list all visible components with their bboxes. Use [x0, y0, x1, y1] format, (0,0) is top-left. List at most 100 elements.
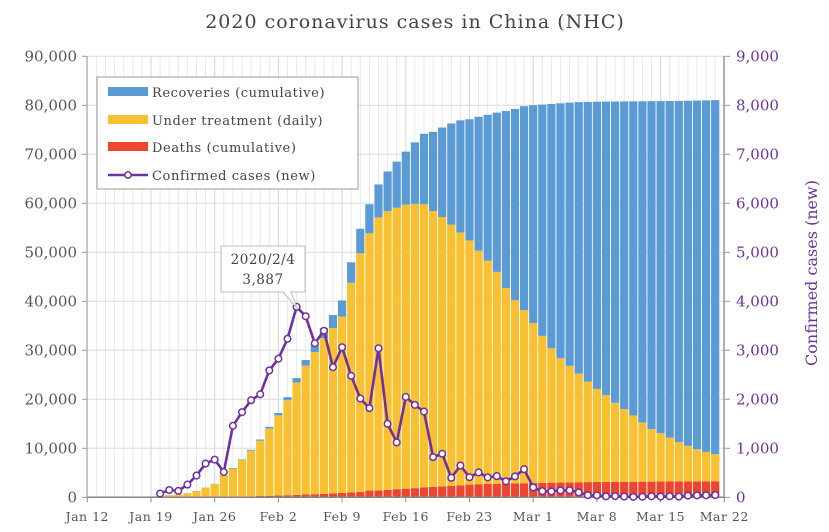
bar-deaths [647, 481, 656, 498]
bar-recoveries [347, 262, 356, 283]
y2-tick-label: 2,000 [736, 390, 779, 408]
bar-recoveries [274, 412, 283, 416]
confirmed-new-point [510, 472, 520, 481]
legend-label-confirmed-new: Confirmed cases (new) [152, 169, 316, 184]
confirmed-new-point [665, 492, 674, 501]
bar-under-treatment [192, 491, 201, 498]
bar-under-treatment [283, 400, 292, 496]
y-ticks-left: 0 10,000 20,000 30,000 40,000 50,000 60,000 70,… [25, 47, 87, 506]
confirmed-new-point [529, 483, 538, 492]
bar-recoveries [592, 101, 601, 389]
bar-recoveries [228, 468, 237, 469]
bar-deaths [383, 489, 392, 498]
confirmed-new-point [592, 491, 601, 500]
confirmed-new-point [319, 326, 328, 335]
bar-deaths [638, 481, 647, 498]
bar-recoveries [465, 119, 474, 241]
bar-deaths [310, 494, 319, 498]
bar-under-treatment [538, 335, 547, 483]
bar-under-treatment [456, 232, 465, 486]
confirmed-new-point [210, 455, 219, 464]
bar-under-treatment [265, 428, 274, 496]
confirmed-new-point [237, 408, 247, 417]
y2-tick-label: 6,000 [736, 194, 779, 212]
confirmed-new-point [310, 339, 319, 348]
bar-under-treatment [347, 282, 356, 493]
y2-tick-label: 4,000 [736, 292, 779, 310]
bar-under-treatment [556, 358, 565, 483]
bar-recoveries [583, 101, 592, 382]
confirmed-new-point [401, 392, 410, 401]
bar-recoveries [674, 100, 683, 442]
confirmed-new-point [647, 492, 656, 501]
confirmed-new-point [228, 421, 237, 430]
bar-under-treatment [292, 382, 301, 495]
annotation-pointer [282, 291, 298, 309]
y-tick-label: 10,000 [25, 439, 78, 457]
bar-under-treatment [656, 433, 665, 482]
confirmed-new-point [429, 453, 438, 462]
bar-deaths [283, 495, 292, 498]
bar-under-treatment [620, 409, 629, 482]
confirmed-new-point [638, 492, 647, 501]
confirmed-new-point [629, 492, 638, 501]
confirmed-new-point [474, 468, 483, 477]
bar-recoveries [374, 184, 383, 218]
confirmed-new-point [347, 371, 356, 380]
bar-deaths [520, 483, 529, 498]
confirmed-new-point [265, 366, 274, 375]
bar-deaths [492, 483, 501, 498]
confirmed-new-point [538, 487, 547, 496]
legend-marker-confirmed-new [124, 171, 132, 179]
bar-recoveries [438, 127, 447, 218]
confirmed-new-point [419, 407, 429, 416]
bar-under-treatment [438, 217, 447, 487]
bar-deaths [510, 483, 520, 498]
bar-recoveries [265, 426, 274, 429]
x-tick-label: Feb 23 [446, 509, 492, 524]
confirmed-new-point [611, 492, 620, 501]
bar-deaths [629, 481, 638, 498]
bar-recoveries [310, 344, 319, 353]
confirmed-new-point [183, 480, 192, 489]
confirmed-new-point [492, 472, 501, 481]
bar-under-treatment [474, 250, 483, 485]
bar-recoveries [574, 102, 583, 374]
confirmed-new-point [565, 486, 574, 495]
bar-under-treatment [183, 493, 192, 498]
legend-label-under-treatment: Under treatment (daily) [152, 114, 323, 129]
confirmed-new-point [165, 485, 174, 495]
bar-deaths [292, 494, 301, 498]
y2-tick-label: 8,000 [736, 96, 779, 114]
bar-deaths [483, 483, 492, 498]
bar-under-treatment [247, 450, 256, 497]
y-tick-label: 50,000 [25, 243, 78, 261]
bar-under-treatment [356, 253, 365, 492]
bar-recoveries [401, 151, 410, 205]
bar-recoveries [638, 101, 647, 423]
bar-recoveries [492, 112, 501, 272]
bar-under-treatment [638, 422, 647, 482]
x-tick-label: Mar 22 [700, 509, 749, 524]
bar-under-treatment [274, 415, 283, 496]
bar-under-treatment [629, 415, 638, 482]
bar-under-treatment [319, 338, 328, 494]
x-tick-label: Mar 15 [636, 509, 685, 524]
bar-under-treatment [201, 487, 210, 498]
bar-deaths [347, 492, 356, 498]
confirmed-new-point [547, 487, 556, 496]
x-ticks: Jan 12 Jan 19 Jan 26 Feb 2 Feb 9 Feb 16 Feb 23… [64, 497, 749, 524]
confirmed-new-point [711, 490, 720, 500]
y2-tick-label: 1,000 [736, 439, 779, 457]
bar-deaths [592, 482, 601, 498]
legend: Recoveries (cumulative) Under treatment … [96, 76, 359, 190]
bar-deaths [474, 484, 483, 498]
bar-recoveries [520, 106, 529, 311]
legend-swatch-recoveries [108, 87, 148, 96]
bar-under-treatment [338, 316, 347, 493]
confirmed-new-point [556, 486, 565, 495]
bar-under-treatment [702, 451, 711, 482]
y2-tick-label: 0 [736, 488, 746, 506]
bar-deaths [456, 485, 465, 498]
